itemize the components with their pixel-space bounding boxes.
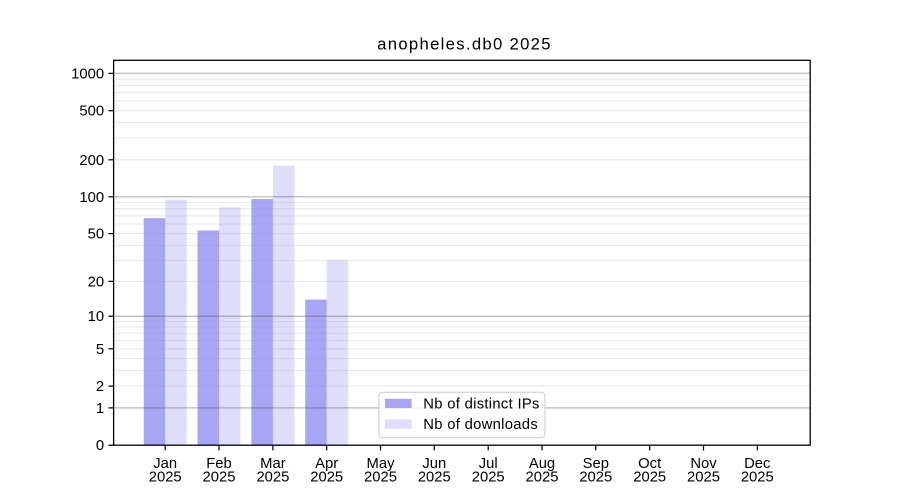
svg-text:Oct: Oct: [638, 456, 661, 472]
svg-text:100: 100: [79, 190, 104, 206]
svg-text:2025: 2025: [741, 470, 774, 486]
svg-text:Jun: Jun: [422, 456, 446, 472]
svg-text:2025: 2025: [203, 470, 236, 486]
svg-text:2025: 2025: [687, 470, 720, 486]
svg-text:Feb: Feb: [206, 456, 232, 472]
svg-text:May: May: [367, 456, 396, 472]
svg-text:Nb of distinct IPs: Nb of distinct IPs: [423, 396, 539, 412]
svg-text:Jan: Jan: [153, 456, 177, 472]
svg-text:500: 500: [79, 104, 104, 120]
svg-text:50: 50: [88, 227, 104, 243]
svg-text:2025: 2025: [579, 470, 612, 486]
svg-text:20: 20: [88, 274, 104, 290]
svg-text:0: 0: [96, 438, 104, 454]
svg-text:2025: 2025: [310, 470, 343, 486]
svg-text:Mar: Mar: [260, 456, 286, 472]
svg-text:10: 10: [88, 309, 104, 325]
svg-text:Apr: Apr: [315, 456, 338, 472]
svg-text:Sep: Sep: [583, 456, 609, 472]
svg-text:5: 5: [96, 342, 104, 358]
svg-text:Nb of downloads: Nb of downloads: [423, 417, 538, 433]
svg-text:2025: 2025: [472, 470, 505, 486]
svg-text:2025: 2025: [633, 470, 666, 486]
svg-text:Jul: Jul: [479, 456, 498, 472]
svg-text:Nov: Nov: [690, 456, 717, 472]
svg-text:Dec: Dec: [744, 456, 771, 472]
svg-text:2025: 2025: [364, 470, 397, 486]
svg-text:2025: 2025: [149, 470, 182, 486]
svg-text:2: 2: [96, 379, 104, 395]
svg-text:anopheles.db0 2025: anopheles.db0 2025: [377, 35, 552, 54]
svg-text:2025: 2025: [418, 470, 451, 486]
svg-text:2025: 2025: [526, 470, 559, 486]
svg-text:2025: 2025: [256, 470, 289, 486]
svg-text:Aug: Aug: [529, 456, 555, 472]
svg-text:1: 1: [96, 401, 104, 417]
svg-text:200: 200: [79, 153, 104, 169]
svg-text:1000: 1000: [71, 66, 104, 82]
